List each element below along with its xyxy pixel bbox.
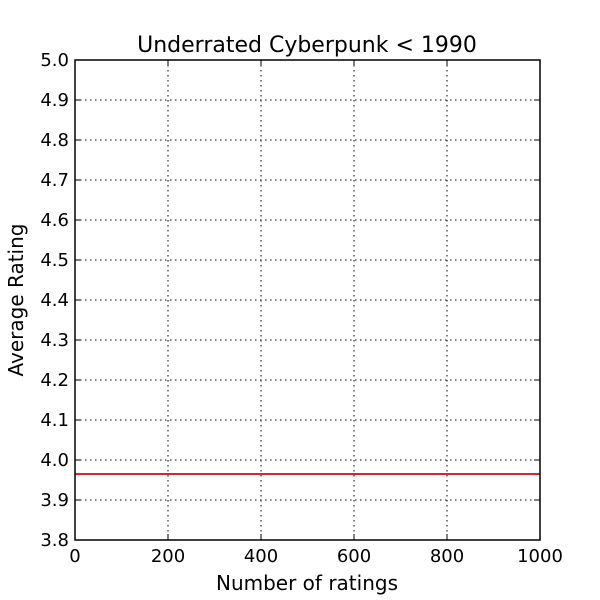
axis-ticks [74, 59, 541, 541]
x-axis-title: Number of ratings [216, 571, 398, 595]
x-tick-label: 400 [244, 546, 278, 567]
y-tick-label: 5.0 [40, 50, 69, 71]
x-tick-label: 600 [337, 546, 371, 567]
y-tick-label: 4.1 [40, 410, 69, 431]
x-tick-label: 0 [69, 546, 80, 567]
y-tick-label: 4.7 [40, 170, 69, 191]
y-tick-label: 4.6 [40, 210, 69, 231]
y-tick-label: 4.5 [40, 250, 69, 271]
x-tick-label: 200 [151, 546, 185, 567]
y-tick-label: 3.9 [40, 490, 69, 511]
grid-lines [75, 60, 540, 540]
tick-labels: 0 200 400 600 800 1000 3.8 3.9 4.0 4.1 4.2 4.3 4.4 4.… [40, 50, 563, 567]
y-tick-label: 4.2 [40, 370, 69, 391]
y-tick-label: 4.3 [40, 330, 69, 351]
y-tick-label: 4.4 [40, 290, 69, 311]
y-tick-label: 4.8 [40, 130, 69, 151]
x-tick-label: 800 [430, 546, 464, 567]
chart-title: Underrated Cyberpunk < 1990 [137, 33, 477, 58]
y-axis-title: Average Rating [4, 224, 28, 377]
y-tick-label: 4.9 [40, 90, 69, 111]
y-tick-label: 4.0 [40, 450, 69, 471]
y-tick-label: 3.8 [40, 530, 69, 551]
x-tick-label: 1000 [517, 546, 563, 567]
